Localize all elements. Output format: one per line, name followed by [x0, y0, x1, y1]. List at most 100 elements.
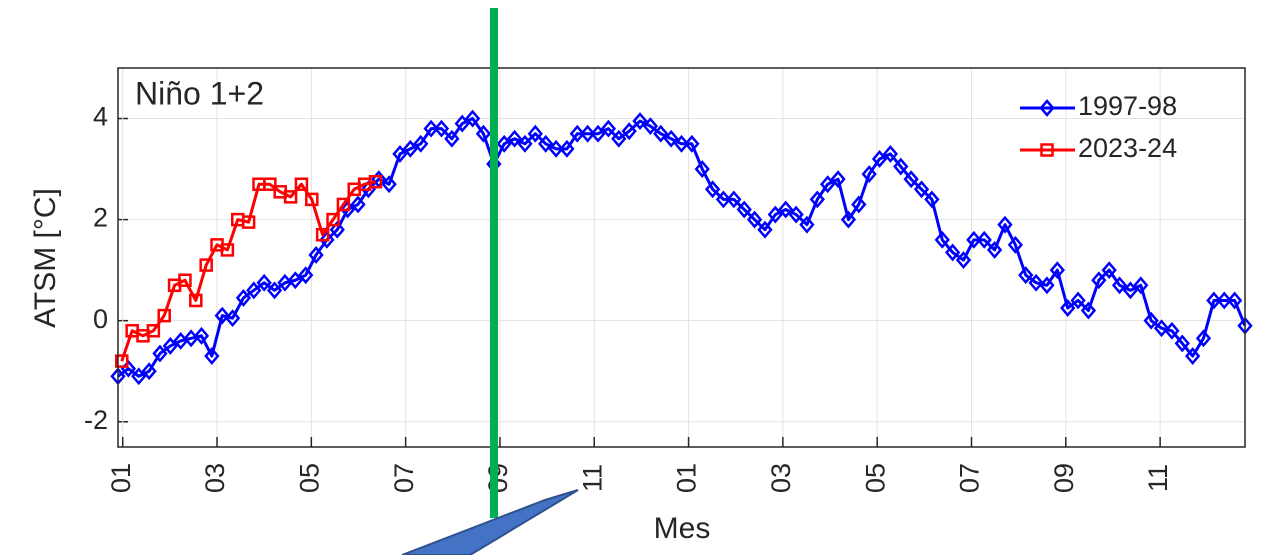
x-tick-label: 03	[200, 463, 230, 493]
diamond-marker	[506, 129, 523, 148]
diamond-marker	[464, 109, 481, 128]
diamond-marker	[778, 200, 794, 219]
diamond-marker	[903, 170, 919, 189]
diamond-marker	[976, 230, 992, 249]
x-tick-label: 09	[1049, 463, 1079, 493]
diamond-marker	[569, 124, 585, 143]
diamond-marker	[1007, 235, 1024, 254]
diamond-marker	[224, 309, 241, 328]
diamond-marker	[413, 134, 429, 153]
diamond-marker	[1018, 266, 1034, 285]
diamond-marker	[1133, 276, 1149, 295]
square-marker	[326, 212, 340, 227]
diamond-marker	[746, 210, 763, 229]
diamond-marker	[757, 220, 773, 239]
diamond-marker	[580, 124, 596, 143]
diamond-marker	[913, 180, 930, 199]
y-tick-label: -2	[84, 405, 108, 435]
diamond-marker	[1091, 271, 1107, 290]
diamond-marker	[1070, 291, 1086, 310]
diamond-marker	[851, 195, 867, 214]
square-marker	[115, 354, 129, 368]
diamond-marker	[1195, 329, 1212, 348]
diamond-marker	[517, 134, 533, 153]
diamond-marker	[1122, 281, 1139, 300]
x-tick-label: 01	[672, 463, 702, 493]
diamond-marker	[809, 190, 825, 209]
diamond-marker	[673, 134, 690, 153]
y-tick-label: 0	[93, 304, 108, 334]
diamond-marker	[736, 200, 752, 219]
highlight-bar	[490, 8, 498, 518]
square-marker	[199, 258, 213, 272]
y-tick-label: 2	[93, 203, 108, 233]
square-marker	[368, 174, 383, 189]
diamond-marker	[799, 215, 815, 234]
diamond-marker	[1080, 301, 1097, 320]
diamond-marker	[454, 114, 470, 133]
diamond-marker	[1028, 273, 1044, 292]
diamond-marker	[882, 144, 899, 163]
square-marker	[263, 177, 277, 191]
x-tick-label: 05	[294, 463, 324, 493]
legend-item: 1997-98	[1020, 91, 1177, 121]
diamond-marker	[1174, 334, 1190, 353]
x-tick-label: 07	[955, 463, 985, 493]
diamond-marker	[548, 139, 564, 158]
y-axis-label: ATSM [°C]	[29, 188, 62, 328]
legend-label: 1997-98	[1078, 91, 1177, 121]
diamond-marker	[1039, 99, 1055, 117]
x-tick-label: 07	[389, 463, 419, 493]
diamond-marker	[840, 210, 857, 229]
plot-frame	[117, 67, 1246, 448]
diamond-marker	[162, 337, 178, 355]
diamond-marker	[924, 190, 940, 209]
diamond-marker	[1111, 276, 1128, 295]
diamond-marker	[632, 112, 648, 130]
square-marker	[220, 243, 235, 257]
diamond-marker	[433, 119, 450, 138]
diamond-marker	[298, 266, 314, 285]
diamond-marker	[642, 117, 659, 136]
diamond-marker	[934, 230, 950, 249]
diamond-marker	[381, 175, 397, 194]
square-marker	[305, 192, 319, 207]
diamond-marker	[235, 289, 252, 307]
x-axis-label: Mes	[654, 512, 711, 545]
diamond-marker	[704, 180, 721, 199]
diamond-marker	[600, 119, 617, 138]
diamond-marker	[246, 281, 262, 300]
legend-label: 2023-24	[1078, 133, 1177, 163]
diamond-marker	[1060, 299, 1076, 317]
x-tick-label: 01	[106, 463, 136, 493]
diamond-marker	[1049, 261, 1065, 280]
legend-item: 2023-24	[1020, 133, 1177, 163]
diamond-marker	[141, 362, 157, 381]
diamond-marker	[392, 144, 408, 163]
series-line	[120, 180, 376, 362]
diamond-marker	[830, 170, 846, 189]
diamond-marker	[1039, 276, 1055, 295]
square-marker	[283, 190, 298, 204]
diamond-marker	[1143, 311, 1159, 330]
diamond-marker	[871, 150, 888, 168]
diamond-marker	[339, 200, 356, 219]
diamond-marker	[820, 175, 836, 194]
square-marker	[241, 215, 256, 229]
diamond-marker	[1164, 321, 1180, 340]
diamond-marker	[527, 124, 543, 143]
diamond-marker	[621, 122, 637, 141]
diamond-marker	[1101, 261, 1117, 280]
diamond-marker	[767, 205, 783, 224]
diamond-marker	[287, 271, 303, 290]
pointer-arrow	[401, 489, 579, 555]
diamond-marker	[538, 134, 554, 153]
diamond-marker	[423, 119, 439, 138]
diamond-marker	[1226, 291, 1243, 310]
annotation: Niño 1+2	[135, 75, 264, 111]
diamond-marker	[319, 230, 335, 249]
diamond-marker	[1206, 291, 1222, 310]
square-marker	[294, 177, 309, 191]
diamond-marker	[1153, 319, 1170, 338]
diamond-marker	[402, 139, 419, 158]
